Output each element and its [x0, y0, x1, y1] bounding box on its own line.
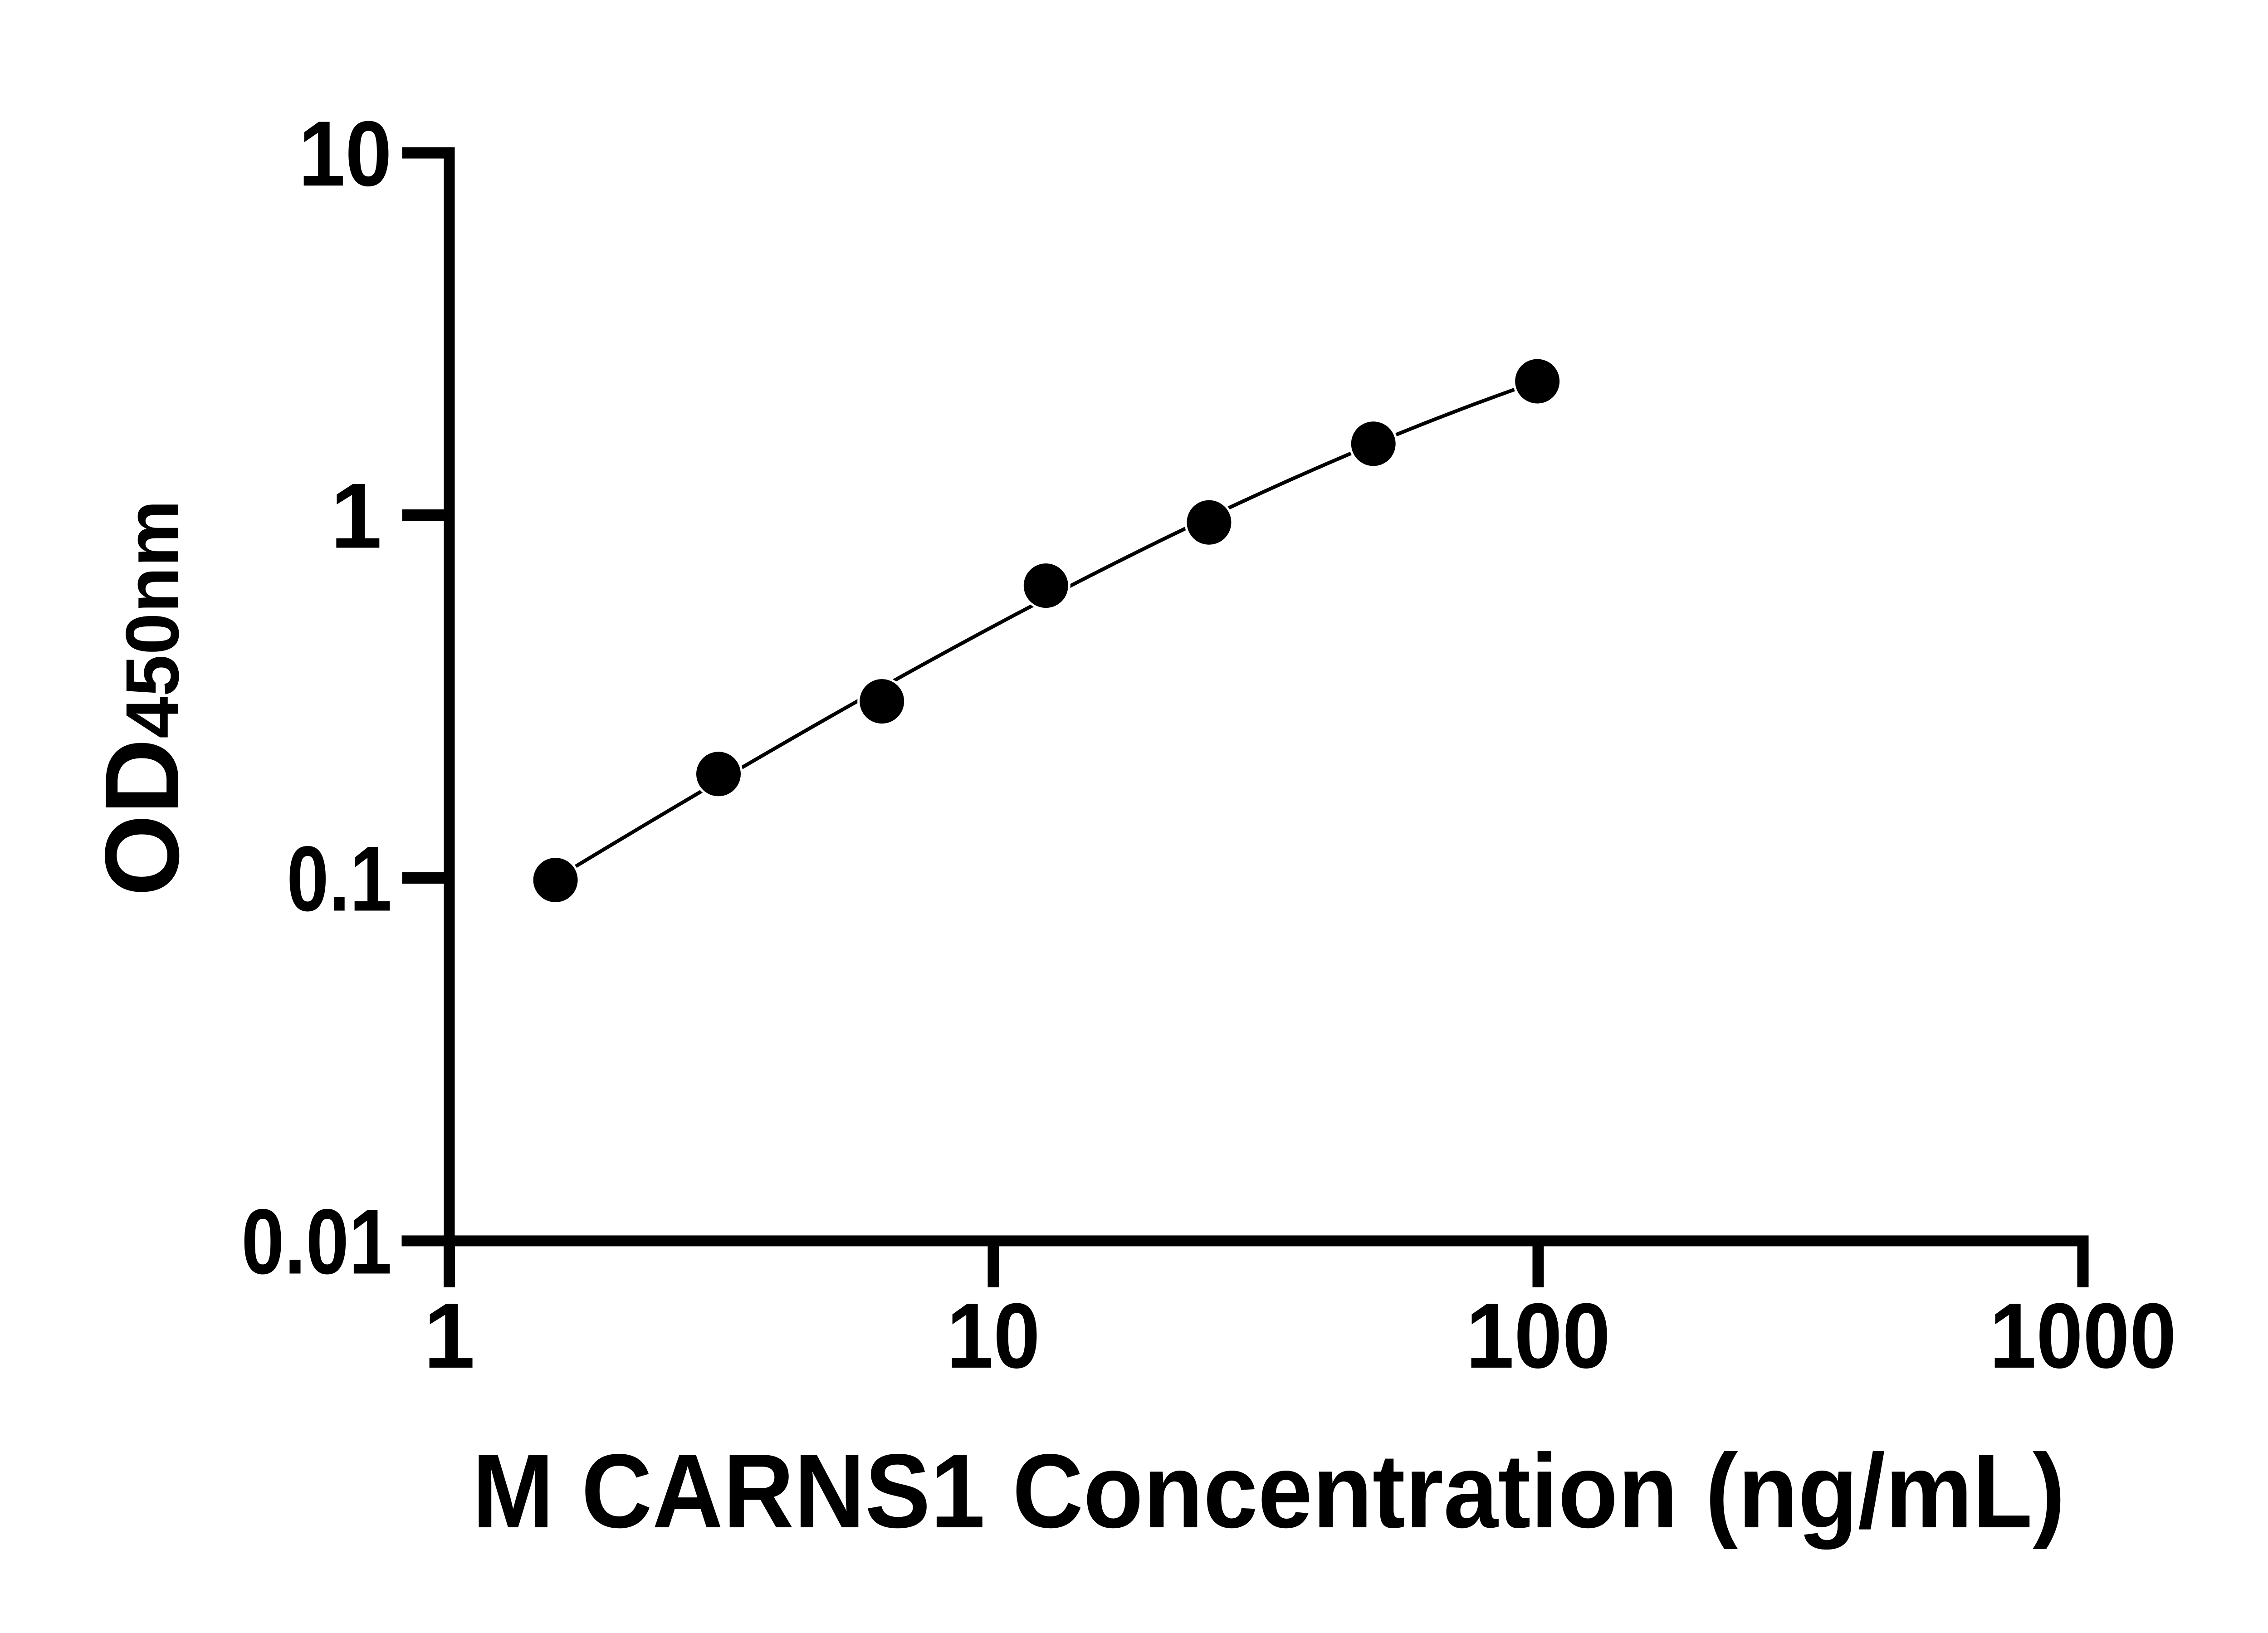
svg-text:1: 1	[424, 1284, 475, 1388]
svg-text:M CARNS1 Concentration (ng/mL): M CARNS1 Concentration (ng/mL)	[472, 1433, 2065, 1550]
svg-text:1: 1	[331, 464, 382, 568]
svg-text:1000: 1000	[1989, 1284, 2176, 1388]
svg-text:100: 100	[1466, 1284, 1611, 1388]
svg-text:10: 10	[947, 1284, 1040, 1388]
svg-text:10: 10	[298, 102, 392, 205]
svg-text:0.01: 0.01	[241, 1190, 392, 1294]
svg-text:OD450nm: OD450nm	[83, 500, 201, 896]
svg-text:0.1: 0.1	[287, 827, 392, 931]
